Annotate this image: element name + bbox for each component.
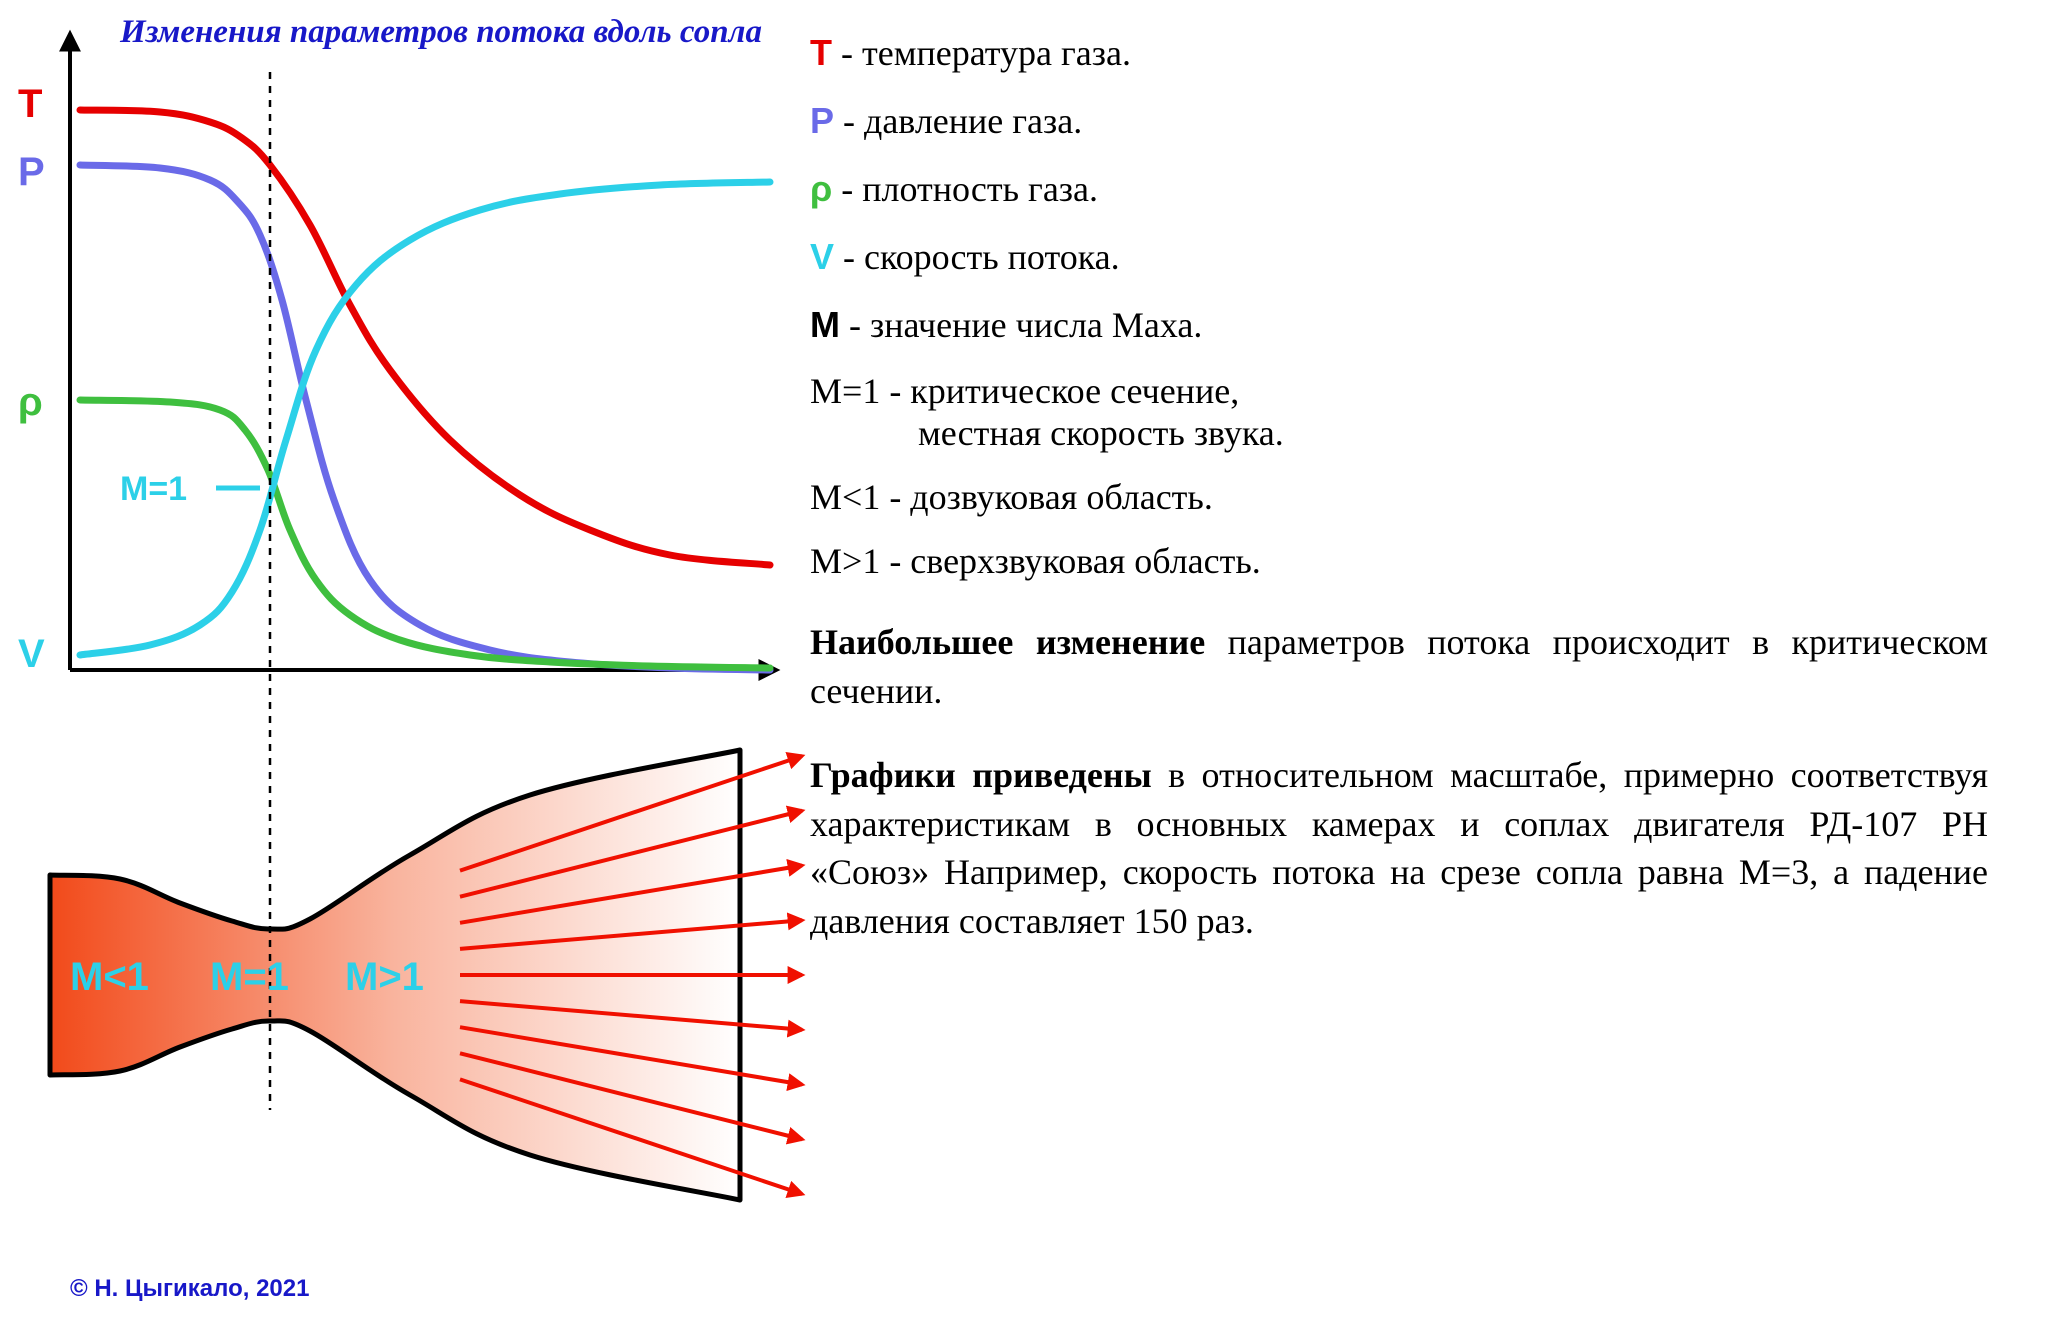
right-panel: T - температура газа.P - давление газа.ρ…: [790, 0, 2048, 1323]
legend-symbol: V: [810, 236, 834, 277]
mach-note: М<1 - дозвуковая область.: [810, 476, 1988, 518]
nozzle-label: M<1: [70, 955, 149, 1000]
legend-symbol: T: [810, 32, 832, 73]
chart-title: Изменения параметров потока вдоль сопла: [120, 14, 762, 51]
legend-text: - значение числа Маха.: [840, 305, 1202, 345]
axis-label-V: V: [18, 632, 45, 677]
legend-symbol: P: [810, 100, 834, 141]
axis-label-P: P: [18, 150, 45, 195]
legend-symbol: M: [810, 304, 840, 345]
legend-text: - плотность газа.: [832, 169, 1098, 209]
legend-text: - температура газа.: [832, 33, 1131, 73]
legend-list: T - температура газа.P - давление газа.ρ…: [810, 30, 1988, 348]
axis-label-T: T: [18, 82, 42, 127]
paragraph-1: Наибольшее изменение параметров потока п…: [810, 618, 1988, 715]
para2-bold: Графики приведены: [810, 755, 1152, 795]
axis-label-ρ: ρ: [18, 380, 43, 425]
legend-item: V - скорость потока.: [810, 234, 1988, 280]
legend-item: M - значение числа Маха.: [810, 302, 1988, 348]
mach-note: М=1 - критическое сечение, местная скоро…: [810, 370, 1988, 454]
diagram-svg: M=1: [10, 10, 810, 1290]
legend-item: P - давление газа.: [810, 98, 1988, 144]
nozzle-label: M=1: [210, 955, 289, 1000]
copyright: © Н. Цыгикало, 2021: [70, 1275, 309, 1303]
paragraph-2: Графики приведены в относительном масшта…: [810, 751, 1988, 945]
legend-item: ρ - плотность газа.: [810, 166, 1988, 212]
para1-bold: Наибольшее изменение: [810, 622, 1205, 662]
legend-text: - давление газа.: [834, 101, 1082, 141]
mach-note: М>1 - сверхзвуковая область.: [810, 540, 1988, 582]
m1-label: M=1: [120, 470, 187, 508]
legend-text: - скорость потока.: [834, 237, 1120, 277]
nozzle-label: M>1: [345, 955, 424, 1000]
left-panel: Изменения параметров потока вдоль сопла …: [0, 0, 790, 1323]
legend-item: T - температура газа.: [810, 30, 1988, 76]
legend-symbol: ρ: [810, 168, 832, 209]
